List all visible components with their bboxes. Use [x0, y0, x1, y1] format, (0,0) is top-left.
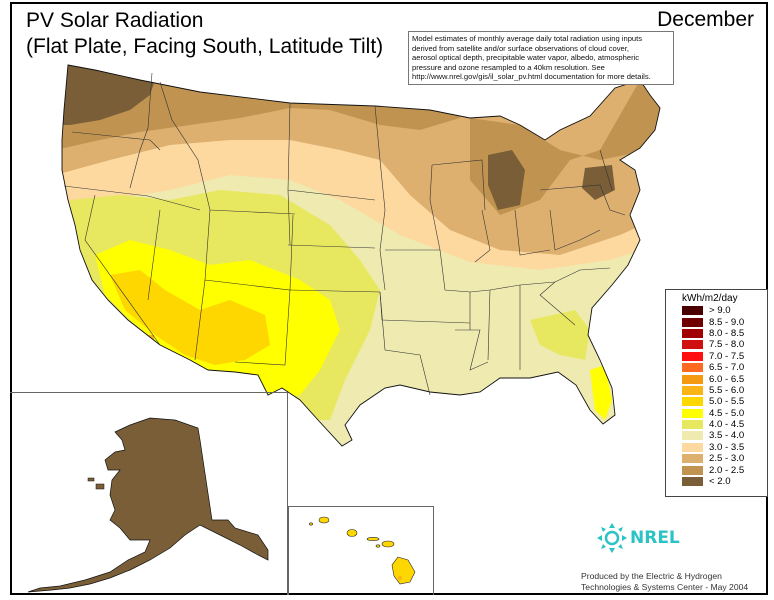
legend-swatch [682, 397, 703, 407]
legend-swatch [682, 340, 703, 350]
legend: kWh/m2/day > 9.0 8.5 - 9.0 8.0 - 8.5 7.5 - … [665, 289, 768, 497]
credit-line-2: Technologies & Systems Center - May 2004 [581, 582, 749, 592]
legend-rows: > 9.0 8.5 - 9.0 8.0 - 8.5 7.5 - 8.0 7.0 - 7.… [682, 305, 767, 487]
note-line: pressure and ozone resampled to a 40km r… [412, 62, 605, 72]
conus-outline [61, 64, 661, 447]
note-line: aerosol optical depth, precipitable wate… [412, 53, 640, 63]
nrel-emblem-icon [597, 523, 627, 553]
nrel-logo-text: NREL [630, 528, 680, 548]
legend-item: 3.5 - 4.0 [682, 430, 767, 441]
legend-item: < 2.0 [682, 476, 767, 487]
legend-label: > 9.0 [709, 305, 731, 317]
legend-label: 2.5 - 3.0 [709, 453, 745, 465]
alaska-island [87, 477, 95, 482]
nrel-logo: NREL [596, 522, 680, 554]
legend-item: 4.0 - 4.5 [682, 419, 767, 430]
legend-swatch [682, 363, 703, 373]
legend-label: < 2.0 [709, 476, 731, 488]
note-line: derived from satellite and/or surface ob… [412, 43, 629, 53]
legend-swatch [682, 306, 703, 316]
legend-swatch [682, 374, 703, 384]
legend-label: 4.0 - 4.5 [709, 419, 745, 431]
legend-item: 4.5 - 5.0 [682, 408, 767, 419]
legend-label: 8.0 - 8.5 [709, 327, 745, 339]
note-line: Model estimates of monthly average daily… [412, 34, 643, 43]
alaska-shape [27, 417, 269, 593]
legend-swatch [682, 454, 703, 464]
hawaii-islands [309, 516, 416, 585]
legend-label: 5.5 - 6.0 [709, 384, 745, 396]
legend-item: 2.0 - 2.5 [682, 464, 767, 476]
methodology-note: Model estimates of monthly average daily… [408, 31, 674, 85]
legend-label: 4.5 - 5.0 [709, 407, 745, 419]
legend-item: 7.5 - 8.0 [682, 339, 767, 350]
legend-swatch [682, 317, 703, 327]
credit-text: Produced by the Electric & Hydrogen Tech… [581, 571, 748, 593]
legend-swatch [682, 328, 703, 338]
legend-swatch [682, 351, 703, 361]
alaska-island [95, 483, 105, 490]
legend-item: 6.5 - 7.0 [682, 362, 767, 373]
hawaii-inset-border [288, 506, 434, 595]
title-line-1: PV Solar Radiation [26, 9, 204, 32]
legend-swatch [682, 408, 703, 418]
legend-item: 7.0 - 7.5 [682, 351, 767, 362]
state-borders [63, 72, 626, 396]
legend-label: 8.5 - 9.0 [709, 316, 745, 328]
credit-line-1: Produced by the Electric & Hydrogen [581, 571, 722, 581]
legend-label: 3.5 - 4.0 [709, 430, 745, 442]
legend-swatch [682, 442, 703, 452]
legend-label: 2.0 - 2.5 [709, 464, 745, 476]
legend-label: 5.0 - 5.5 [709, 396, 745, 408]
legend-item: 3.0 - 3.5 [682, 442, 767, 453]
legend-swatch [682, 420, 703, 430]
map-title: PV Solar Radiation (Flat Plate, Facing S… [26, 8, 383, 60]
legend-label: 6.0 - 6.5 [709, 373, 745, 385]
legend-swatch [682, 431, 703, 441]
legend-item: 5.5 - 6.0 [682, 385, 767, 396]
legend-swatch [682, 465, 703, 475]
legend-item: 8.5 - 9.0 [682, 316, 767, 328]
legend-label: 6.5 - 7.0 [709, 362, 745, 374]
legend-unit: kWh/m2/day [682, 293, 738, 304]
legend-label: 3.0 - 3.5 [709, 441, 745, 453]
month-label: December [657, 8, 754, 31]
legend-item: 2.5 - 3.0 [682, 453, 767, 464]
legend-swatch [682, 477, 703, 487]
legend-item: 5.0 - 5.5 [682, 396, 767, 407]
legend-label: 7.5 - 8.0 [709, 339, 745, 351]
legend-item: 6.0 - 6.5 [682, 373, 767, 385]
legend-swatch [682, 385, 703, 395]
title-line-2: (Flat Plate, Facing South, Latitude Tilt… [26, 35, 384, 58]
legend-label: 7.0 - 7.5 [709, 350, 745, 362]
note-line: http://www.nrel.gov/gis/il_solar_pv.html… [412, 72, 651, 82]
legend-item: 8.0 - 8.5 [682, 328, 767, 339]
legend-item: > 9.0 [682, 305, 767, 316]
alaska-inset-border [10, 392, 288, 595]
